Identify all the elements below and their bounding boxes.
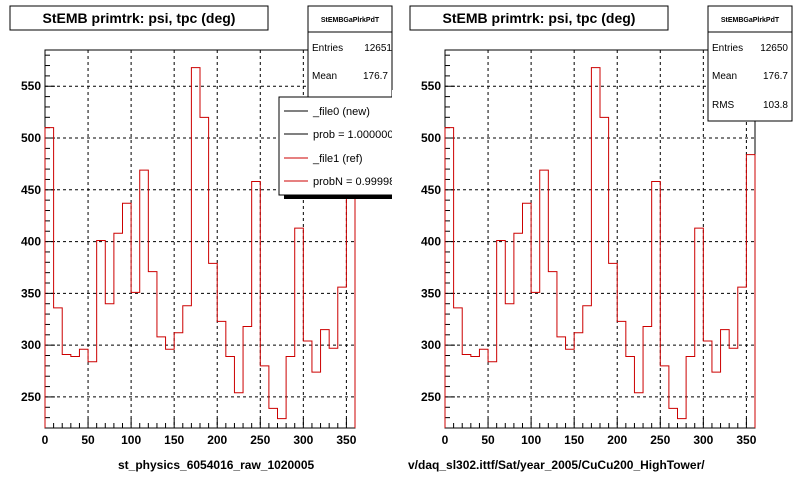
right-y-tick-label: 500 (421, 131, 441, 145)
right-y-tick-label: 300 (421, 338, 441, 352)
left-x-tick-label: 100 (121, 433, 141, 447)
right-title-box (409, 5, 669, 31)
right-stats-mean-label: Mean (712, 71, 737, 82)
legend-label-ref: _file1 (ref) (312, 153, 363, 165)
left-y-tick-label: 300 (21, 338, 41, 352)
legend-box (278, 96, 396, 196)
left-histogram-line (44, 67, 356, 428)
right-stats-entries-label: Entries (712, 43, 743, 54)
left-x-tick-label: 200 (207, 433, 227, 447)
legend-entry-probn: probN = 0.999989 (284, 176, 401, 188)
left-x-tick-label: 350 (336, 433, 356, 447)
right-stats-entries-value: 12650 (760, 43, 788, 54)
right-stats-mean-value: 176.7 (763, 71, 788, 82)
legend-entry-new: _file0 (new) (284, 106, 370, 118)
legend-entry-ref: _file1 (ref) (284, 153, 363, 165)
right-x-tick-label: 100 (521, 433, 541, 447)
right-y-tick-label: 550 (421, 79, 441, 93)
right-title: StEMB primtrk: psi, tpc (deg) (443, 10, 636, 26)
right-x-tick-label: 150 (564, 433, 584, 447)
legend-label-probn: probN = 0.999989 (313, 176, 401, 188)
right-panel: StEMB primtrk: psi, tpc (deg) 0 50 100 150 2… (408, 5, 793, 472)
right-y-tick-label: 250 (421, 390, 441, 404)
legend-label-prob: prob = 1.000000 (313, 129, 393, 141)
left-stats-header: StEMBGaPlrkPdT (321, 17, 380, 24)
right-histogram-line (444, 67, 756, 428)
left-footer: st_physics_6054016_raw_1020005 (118, 458, 314, 472)
right-x-tick-label: 250 (650, 433, 670, 447)
right-stats-rms-label: RMS (712, 100, 735, 111)
right-x-tick-label: 350 (736, 433, 756, 447)
left-x-tick-label: 0 (42, 433, 49, 447)
left-stats-entries-value: 12651 (364, 43, 392, 54)
right-stats-header: StEMBGaPlrkPdT (721, 17, 780, 24)
left-y-tick-label: 350 (21, 286, 41, 300)
left-title-box (9, 5, 269, 31)
left-ticks: 0 50 100 150 200 250 300 350 250 300 350 400 450 500 5… (21, 54, 357, 447)
left-y-tick-label: 500 (21, 131, 41, 145)
left-title: StEMB primtrk: psi, tpc (deg) (43, 10, 236, 26)
left-x-tick-label: 300 (293, 433, 313, 447)
right-y-tick-label: 350 (421, 286, 441, 300)
right-stats-box (707, 5, 793, 122)
right-stats-rms-value: 103.8 (763, 100, 788, 111)
legend-entry-prob: prob = 1.000000 (284, 129, 393, 141)
left-y-tick-label: 450 (21, 183, 41, 197)
left-y-tick-label: 400 (21, 235, 41, 249)
right-footer: v/daq_sl302.ittf/Sat/year_2005/CuCu200_H… (408, 458, 705, 472)
right-y-tick-label: 450 (421, 183, 441, 197)
left-stats-mean-value: 176.7 (363, 71, 388, 82)
right-x-tick-label: 0 (442, 433, 449, 447)
left-y-tick-label: 250 (21, 390, 41, 404)
right-x-tick-label: 300 (693, 433, 713, 447)
left-panel: StEMB primtrk: psi, tpc (deg) 0 50 100 150 2… (9, 5, 402, 472)
right-x-tick-label: 200 (607, 433, 627, 447)
left-x-tick-label: 150 (164, 433, 184, 447)
left-x-tick-label: 50 (81, 433, 95, 447)
right-y-tick-label: 400 (421, 235, 441, 249)
left-y-tick-label: 550 (21, 79, 41, 93)
legend-label-new: _file0 (new) (312, 106, 370, 118)
left-stats-mean-label: Mean (312, 71, 337, 82)
left-x-tick-label: 250 (250, 433, 270, 447)
left-stats-entries-label: Entries (312, 43, 343, 54)
right-x-tick-label: 50 (481, 433, 495, 447)
